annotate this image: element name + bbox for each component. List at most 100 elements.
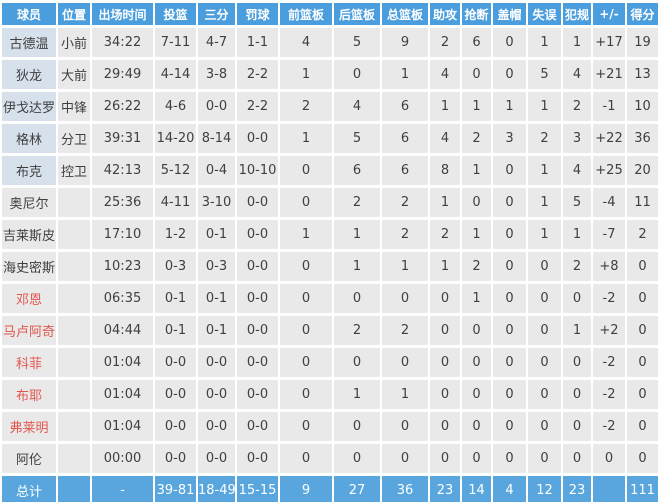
table-cell: 4-7: [198, 28, 235, 57]
table-cell: 01:04: [92, 380, 153, 409]
table-cell: 0: [430, 348, 460, 377]
table-cell: 4: [430, 124, 460, 153]
table-cell: 0: [627, 252, 658, 281]
table-cell: 2: [563, 252, 591, 281]
table-cell: 6: [382, 156, 428, 185]
table-cell: 11: [627, 188, 658, 217]
table-cell: 0: [334, 412, 380, 441]
table-cell: 5: [528, 60, 561, 89]
table-cell: 0-1: [155, 316, 196, 345]
table-cell: 4: [563, 60, 591, 89]
total-cell: 15-15: [237, 476, 278, 502]
column-header: +/-: [593, 3, 625, 25]
table-cell: -1: [593, 92, 625, 121]
table-cell: 0: [430, 316, 460, 345]
table-cell: 1: [563, 316, 591, 345]
table-cell: 0: [627, 316, 658, 345]
table-cell: 0: [382, 284, 428, 313]
player-name-cell: 科菲: [2, 348, 56, 377]
column-header: 球员: [2, 3, 56, 25]
table-cell: 0-1: [198, 220, 235, 249]
table-cell: 1: [382, 380, 428, 409]
table-cell: [58, 220, 90, 249]
table-cell: 1: [528, 188, 561, 217]
table-cell: 19: [627, 28, 658, 57]
table-cell: 分卫: [58, 124, 90, 153]
table-cell: 6: [382, 124, 428, 153]
table-cell: 2: [462, 124, 491, 153]
table-cell: 04:44: [92, 316, 153, 345]
column-header: 失误: [528, 3, 561, 25]
table-cell: 39:31: [92, 124, 153, 153]
table-cell: -2: [593, 284, 625, 313]
table-cell: 6: [334, 156, 380, 185]
table-cell: 0: [280, 316, 332, 345]
table-cell: 4-14: [155, 60, 196, 89]
total-cell: 9: [280, 476, 332, 502]
player-name-cell: 吉莱斯皮: [2, 220, 56, 249]
table-cell: 1: [280, 124, 332, 153]
table-cell: 1: [382, 252, 428, 281]
table-cell: 0-0: [155, 380, 196, 409]
table-cell: 1: [430, 252, 460, 281]
table-cell: 0: [493, 252, 526, 281]
table-cell: 0: [280, 284, 332, 313]
table-cell: 0: [462, 444, 491, 473]
column-header: 犯规: [563, 3, 591, 25]
header-row: 球员 位置 出场时间 投篮 三分 罚球 前篮板 后篮板 总篮板 助攻 抢断 盖帽 失误 犯规 +/- 得分: [2, 3, 658, 25]
table-cell: 0: [563, 444, 591, 473]
table-cell: 0-0: [237, 124, 278, 153]
table-cell: 0: [280, 444, 332, 473]
table-cell: 0: [493, 380, 526, 409]
table-cell: 2-2: [237, 92, 278, 121]
table-cell: 9: [382, 28, 428, 57]
table-cell: -4: [593, 188, 625, 217]
table-cell: 0: [528, 316, 561, 345]
table-cell: 20: [627, 156, 658, 185]
total-cell: 39-81: [155, 476, 196, 502]
table-cell: 0: [528, 380, 561, 409]
table-cell: 0: [627, 412, 658, 441]
table-cell: 0: [334, 444, 380, 473]
table-cell: 中锋: [58, 92, 90, 121]
table-cell: 2: [430, 220, 460, 249]
table-cell: 0-4: [198, 156, 235, 185]
table-cell: 0: [382, 444, 428, 473]
stats-table-body: 古德温 小前 34:22 7-11 4-7 1-1 4 5 9 2 6 0 1 1 +17 19 狄龙 大前 29:…: [2, 28, 658, 502]
stats-table-header: 球员 位置 出场时间 投篮 三分 罚球 前篮板 后篮板 总篮板 助攻 抢断 盖帽 失误 犯规 +/- 得分: [2, 3, 658, 25]
table-cell: 0-0: [237, 348, 278, 377]
table-cell: -2: [593, 380, 625, 409]
column-header: 后篮板: [334, 3, 380, 25]
table-cell: 42:13: [92, 156, 153, 185]
table-cell: 0-0: [237, 220, 278, 249]
table-cell: 0: [563, 284, 591, 313]
table-cell: 2: [430, 28, 460, 57]
table-cell: 2: [462, 252, 491, 281]
table-cell: 0: [528, 284, 561, 313]
table-cell: 0: [493, 284, 526, 313]
table-cell: 0: [493, 348, 526, 377]
table-cell: 0: [430, 380, 460, 409]
table-cell: +17: [593, 28, 625, 57]
table-cell: 1-1: [237, 28, 278, 57]
player-name-cell: 奥尼尔: [2, 188, 56, 217]
table-row: 吉莱斯皮 17:10 1-2 0-1 0-0 1 1 2 2 1 0 1 1 -7 2: [2, 220, 658, 249]
table-row: 邓恩 06:35 0-1 0-1 0-0 0 0 0 0 1 0 0 0 -2 0: [2, 284, 658, 313]
total-label-cell: 总计: [2, 476, 56, 502]
table-row: 格林 分卫 39:31 14-20 8-14 0-0 1 5 6 4 2 3 2 3 +22 36: [2, 124, 658, 153]
table-cell: 01:04: [92, 348, 153, 377]
table-cell: 1: [563, 28, 591, 57]
table-cell: 4-6: [155, 92, 196, 121]
table-row: 马卢阿奇 04:44 0-1 0-1 0-0 0 2 2 0 0 0 0 1 +2 0: [2, 316, 658, 345]
table-cell: 6: [462, 28, 491, 57]
table-cell: 3-8: [198, 60, 235, 89]
table-cell: 0-0: [198, 412, 235, 441]
table-cell: +21: [593, 60, 625, 89]
table-cell: 0-0: [237, 444, 278, 473]
total-row: 总计 -39-81 18-49 15-15 9 27 36 23 14 4 12 23 111: [2, 476, 658, 502]
table-cell: 0: [382, 348, 428, 377]
column-header: 位置: [58, 3, 90, 25]
table-cell: 5: [563, 188, 591, 217]
player-name-cell: 伊戈达罗: [2, 92, 56, 121]
table-cell: 36: [627, 124, 658, 153]
